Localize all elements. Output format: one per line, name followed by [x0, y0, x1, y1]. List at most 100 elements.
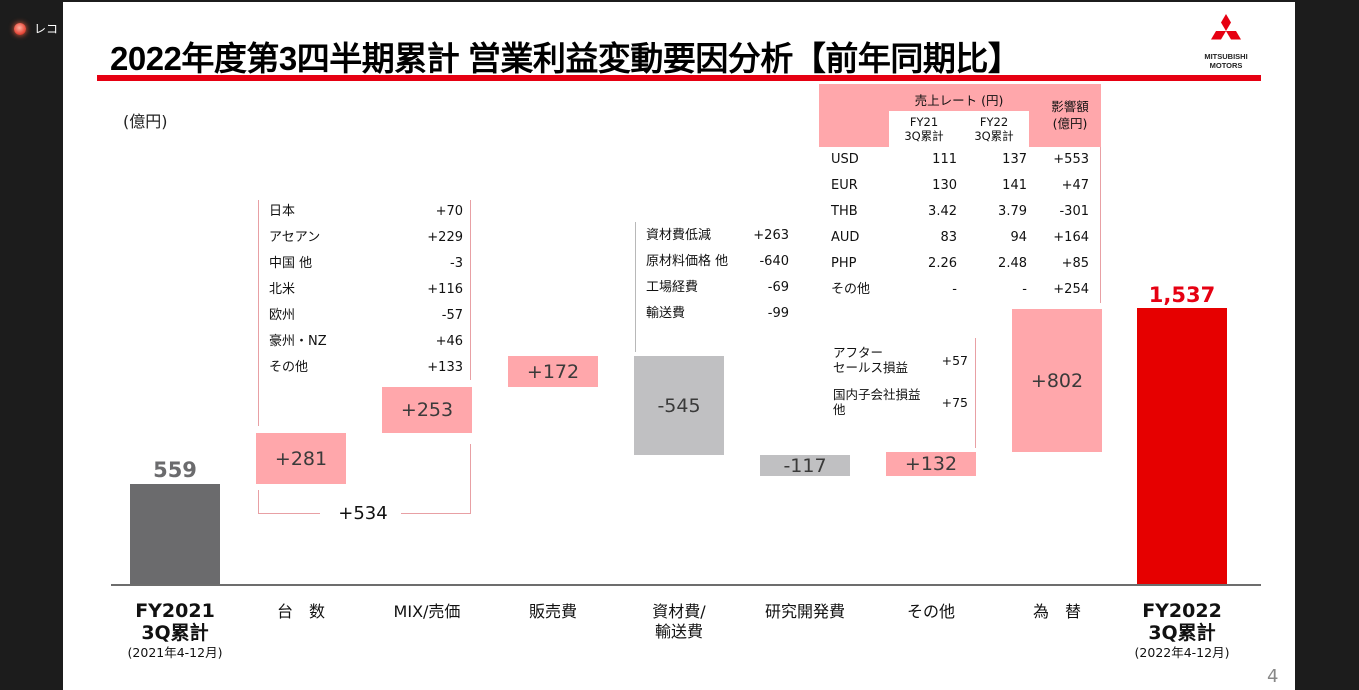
logo-line-2: MOTORS	[1209, 61, 1243, 70]
impact: -301	[1059, 204, 1089, 219]
fy22-rate: 94	[1010, 230, 1027, 245]
impact: +553	[1053, 152, 1089, 167]
bar-material: -545	[634, 356, 724, 455]
impact-header-line: (億円)	[1052, 116, 1088, 131]
page-number: 4	[1267, 666, 1279, 687]
item-value: +57	[941, 352, 968, 368]
fx-rate-table: 売上レート (円) FY21 3Q累計 FY22 3Q累計 影響額 (億円) USD 1…	[819, 84, 1101, 303]
fx-row: AUD 83 94 +164	[819, 225, 1101, 251]
fx-row: EUR 130 141 +47	[819, 173, 1101, 199]
fy22-rate: -	[1022, 282, 1027, 297]
bracket-right	[470, 444, 471, 513]
bar-fx: +802	[1012, 309, 1102, 452]
item-label: アフター セールス損益	[833, 345, 908, 375]
category-line: 資材費/	[652, 602, 706, 621]
region-label: その他	[269, 360, 309, 375]
category-material: 資材費/ 輸送費	[619, 602, 739, 642]
region-value: +116	[427, 282, 463, 297]
breakdown-row: アセアン +229	[269, 225, 463, 251]
impact-header-line: 影響額	[1051, 99, 1089, 114]
category-selling: 販売費	[528, 602, 577, 621]
currency: その他	[831, 282, 871, 297]
category-rnd: 研究開発費	[764, 602, 845, 621]
fy21-rate: 130	[932, 178, 957, 193]
volume-breakdown-table: 日本 +70 アセアン +229 中国 他 -3 北米 +116 欧州 -57 豪州・NZ…	[269, 199, 463, 381]
breakdown-row: 北米 +116	[269, 277, 463, 303]
currency: EUR	[831, 178, 858, 193]
impact: +164	[1053, 230, 1089, 245]
currency: THB	[831, 204, 858, 219]
breakdown-row: アフター セールス損益 +57	[833, 342, 968, 378]
item-value: -99	[767, 306, 789, 321]
category-line: (2022年4-12月)	[1134, 645, 1230, 660]
breakdown-row: 豪州・NZ +46	[269, 329, 463, 355]
item-label-line: 他	[833, 402, 846, 417]
rate-header: 売上レート (円)	[914, 93, 1004, 108]
fy22-rate: 2.48	[998, 256, 1027, 271]
breakdown-row: その他 +133	[269, 355, 463, 381]
region-value: +229	[427, 230, 463, 245]
volume-breakdown-right-line	[470, 200, 471, 380]
region-label: アセアン	[269, 230, 321, 245]
breakdown-row: 輸送費 -99	[646, 301, 789, 327]
category-fx: 為 替	[1032, 602, 1081, 621]
record-icon	[14, 22, 26, 35]
recording-indicator[interactable]: レコ	[14, 20, 58, 37]
fy22-header: FY22 3Q累計	[959, 111, 1029, 147]
bar-volume: +281	[256, 433, 346, 484]
three-diamonds-icon	[1211, 14, 1241, 40]
bar-selling: +172	[508, 356, 598, 387]
selling-value-label: +172	[526, 360, 580, 383]
category-fy2022: FY2022 3Q累計 (2022年4-12月)	[1112, 600, 1252, 662]
category-line: FY2022	[1142, 600, 1222, 622]
region-value: +133	[427, 360, 463, 375]
fy22-rate: 137	[1002, 152, 1027, 167]
region-value: -57	[441, 308, 463, 323]
fy2022-value-label: 1,537	[1148, 283, 1216, 307]
bar-other: +132	[886, 452, 976, 476]
currency: USD	[831, 152, 859, 167]
category-line: 3Q累計	[1148, 622, 1216, 644]
fy21-rate: -	[952, 282, 957, 297]
category-other: その他	[906, 602, 955, 621]
item-label-line: セールス損益	[833, 360, 909, 375]
fy22-header-line: FY22	[979, 115, 1009, 129]
fy21-rate: 83	[940, 230, 957, 245]
breakdown-row: 資材費低減 +263	[646, 223, 789, 249]
slide: 2022年度第3四半期累計 営業利益変動要因分析【前年同期比】 MITSUBIS…	[63, 2, 1295, 690]
logo-line-1: MITSUBISHI	[1204, 52, 1248, 61]
item-label: 国内子会社損益他	[833, 387, 921, 417]
fy22-rate: 3.79	[998, 204, 1027, 219]
fy21-rate: 2.26	[928, 256, 957, 271]
volume-value-label: +281	[274, 447, 328, 470]
currency: AUD	[831, 230, 860, 245]
fy22-header-line: 3Q累計	[974, 129, 1014, 143]
bar-fy2021	[130, 484, 220, 584]
material-value-label: -545	[657, 394, 701, 417]
category-line: 輸送費	[654, 622, 703, 641]
region-label: 中国 他	[269, 256, 313, 271]
impact-header: 影響額 (億円)	[1039, 98, 1101, 132]
impact: +85	[1061, 256, 1089, 271]
bracket-bottom-left	[258, 513, 320, 514]
unit-label: (億円)	[123, 112, 168, 131]
other-breakdown-table: アフター セールス損益 +57 国内子会社損益他 +75	[833, 342, 968, 420]
fy21-rate: 111	[932, 152, 957, 167]
fy22-rate: 141	[1002, 178, 1027, 193]
region-label: 欧州	[269, 308, 296, 323]
material-breakdown-table: 資材費低減 +263 原材料価格 他 -640 工場経費 -69 輸送費 -99	[646, 223, 789, 327]
impact: +254	[1053, 282, 1089, 297]
impact: +47	[1061, 178, 1089, 193]
item-label: 輸送費	[646, 306, 686, 321]
item-label: 原材料価格 他	[646, 254, 729, 269]
item-label: 工場経費	[646, 280, 699, 295]
category-line: 3Q累計	[141, 622, 209, 644]
title-underline	[97, 75, 1261, 81]
breakdown-row: 欧州 -57	[269, 303, 463, 329]
item-label: 資材費低減	[646, 228, 712, 243]
breakdown-row: 日本 +70	[269, 199, 463, 225]
fx-table-right-line	[1100, 147, 1101, 303]
fy21-header-line: 3Q累計	[904, 129, 944, 143]
bar-rnd: -117	[760, 455, 850, 477]
breakdown-row: 国内子会社損益他 +75	[833, 384, 968, 420]
